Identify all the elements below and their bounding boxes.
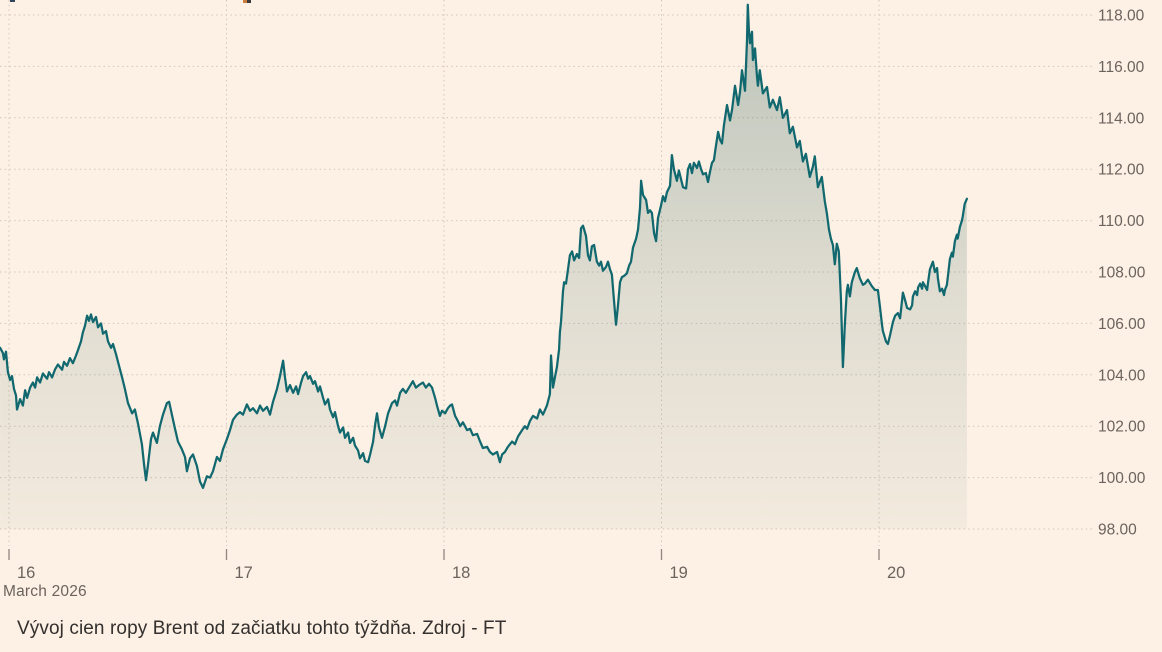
y-tick-label-98: 98.00 [1098, 522, 1137, 539]
y-tick-label-118: 118.00 [1098, 8, 1145, 25]
y-tick-label-100: 100.00 [1098, 470, 1146, 487]
y-tick-label-110: 110.00 [1098, 213, 1145, 230]
y-tick-label-112: 112.00 [1098, 162, 1145, 179]
y-tick-label-108: 108.00 [1098, 265, 1146, 282]
cropped-legend-remnant-left [10, 0, 15, 2]
x-tick-label-20: 20 [887, 564, 905, 582]
x-axis-month-label: March 2026 [3, 583, 87, 600]
x-tick-label-18: 18 [452, 564, 470, 582]
cropped-legend-remnant-mid-b [247, 0, 251, 3]
x-axis: 16 17 18 19 20 [8, 549, 905, 582]
x-tick-label-17: 17 [235, 564, 253, 582]
y-tick-label-102: 102.00 [1098, 419, 1146, 436]
chart-caption: Vývoj cien ropy Brent od začiatku tohto … [17, 618, 507, 639]
y-axis: 98.00 100.00 102.00 104.00 106.00 108.00 110.0… [1098, 8, 1146, 539]
y-tick-label-106: 106.00 [1098, 316, 1146, 333]
x-tick-label-19: 19 [670, 564, 688, 582]
cropped-legend-remnant-mid-a [243, 0, 247, 3]
y-tick-label-114: 114.00 [1098, 110, 1145, 127]
price-area-fill [0, 4, 967, 529]
x-tick-label-16: 16 [17, 564, 35, 582]
y-tick-label-104: 104.00 [1098, 367, 1146, 384]
y-tick-label-116: 116.00 [1098, 59, 1145, 76]
price-line [0, 3, 969, 490]
